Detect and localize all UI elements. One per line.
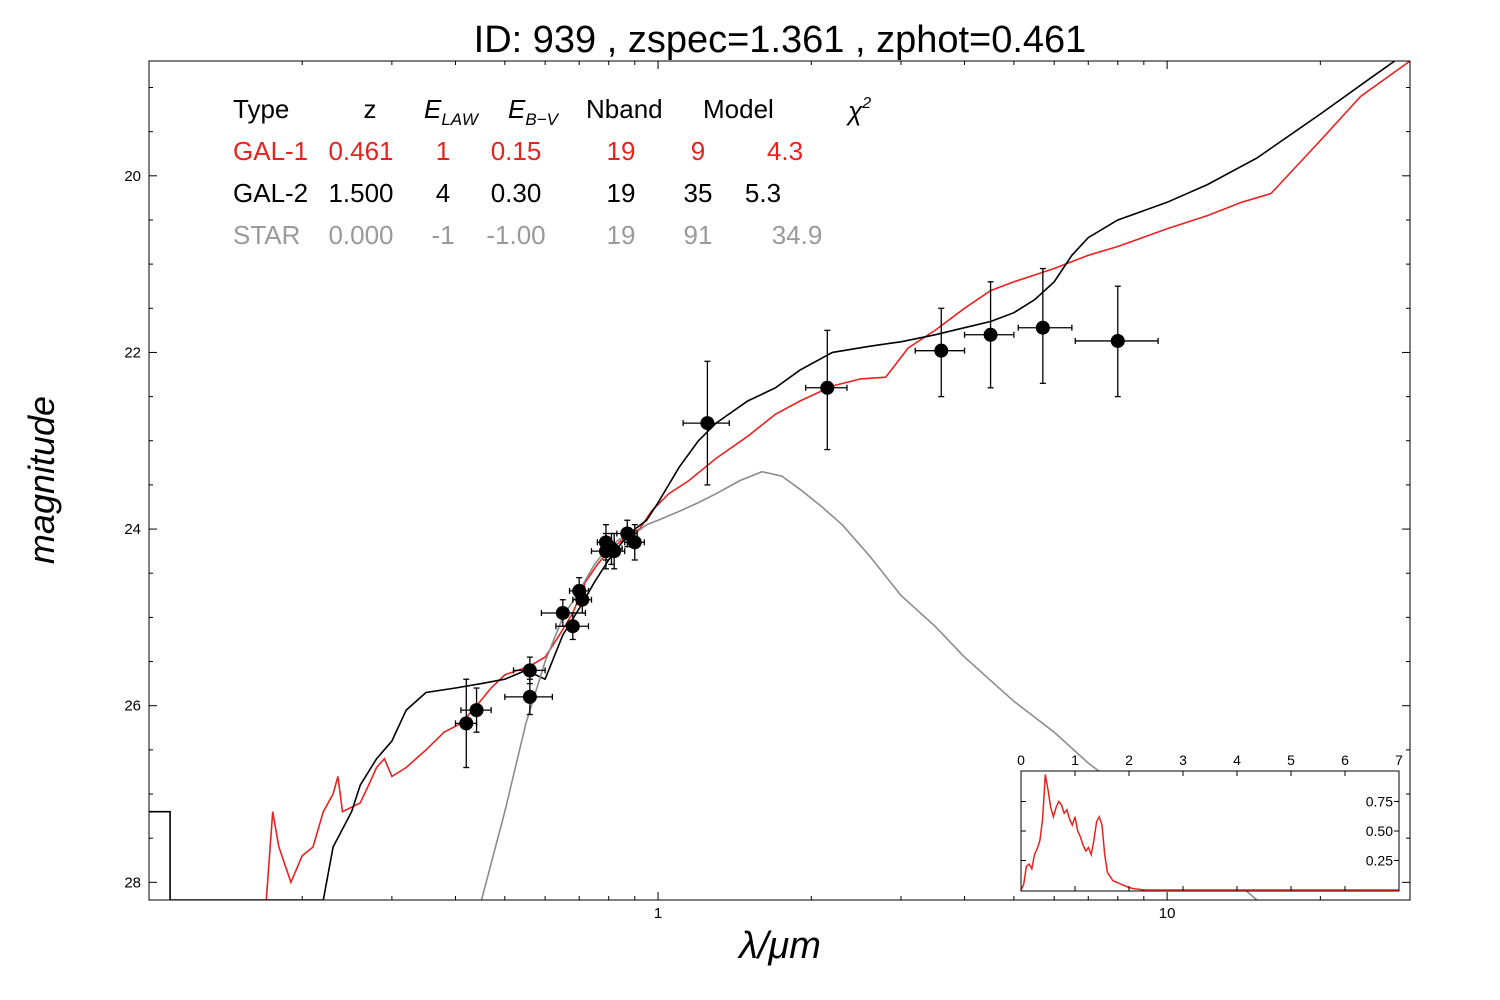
data-marker (522, 689, 537, 704)
table-cell-ebv: 0.15 (491, 136, 542, 166)
data-point (512, 656, 546, 685)
y-tick-label: 26 (124, 698, 141, 715)
y-tick-label: 20 (124, 168, 141, 185)
data-point (454, 678, 478, 769)
data-point (572, 585, 593, 614)
fit-results-table: Type z ELAW EB−V Nband Model χ2 GAL-1 0.4… (233, 94, 871, 250)
table-cell-type: GAL-2 (233, 178, 308, 208)
photometry-points (454, 267, 1159, 769)
table-header-type: Type (233, 94, 289, 124)
table-cell-type: GAL-1 (233, 136, 308, 166)
table-cell-nband: 19 (607, 136, 636, 166)
data-marker (627, 535, 642, 550)
data-marker (934, 343, 949, 358)
plot-frame (148, 60, 1411, 901)
table-row: GAL-1 0.461 1 0.15 19 9 4.3 (233, 136, 803, 166)
table-row: STAR 0.000 -1 -1.00 19 91 34.9 (233, 220, 822, 250)
inset-x-tick-label: 1 (1071, 752, 1079, 768)
star-model-line (480, 470, 1258, 900)
data-marker (1035, 320, 1050, 335)
table-header-nband: Nband (586, 94, 663, 124)
gal1-best-fit-line (265, 61, 1410, 900)
data-point (605, 532, 626, 570)
inset-x-tick-label: 4 (1233, 752, 1241, 768)
table-header-chi2: χ2 (846, 95, 871, 126)
data-marker (555, 605, 570, 620)
table-cell-model: 9 (691, 136, 705, 166)
inset-x-tick-label: 3 (1179, 752, 1187, 768)
inset-y-tick-label: 0.25 (1366, 853, 1393, 869)
table-cell-elaw: 1 (436, 136, 450, 166)
table-cell-z: 0.461 (328, 136, 393, 166)
table-cell-nband: 19 (607, 178, 636, 208)
data-marker (565, 619, 580, 634)
x-axis-ticks: 1 10 (148, 61, 1411, 922)
data-marker (1110, 333, 1125, 348)
table-cell-elaw: 4 (436, 178, 450, 208)
table-cell-z: 1.500 (328, 178, 393, 208)
table-cell-ebv: -1.00 (486, 220, 545, 250)
inset-frame (1020, 770, 1400, 892)
data-point (805, 329, 848, 451)
y-tick-label: 22 (124, 344, 141, 361)
table-header-elaw: ELAW (424, 94, 480, 129)
chart-title: ID: 939 , zspec=1.361 , zphot=0.461 (474, 19, 1087, 61)
data-marker (700, 416, 715, 431)
data-point (624, 524, 646, 561)
table-header-z: z (364, 94, 377, 124)
y-tick-label: 28 (124, 874, 141, 891)
inset-x-tick-label: 0 (1017, 752, 1025, 768)
table-cell-z: 0.000 (328, 220, 393, 250)
data-point (460, 687, 492, 733)
x-tick-label: 10 (1159, 905, 1176, 922)
table-cell-ebv: 0.30 (491, 178, 542, 208)
data-point (963, 281, 1015, 389)
table-cell-type: STAR (233, 220, 300, 250)
gal2-model-line (149, 61, 1396, 900)
model-spectra (149, 61, 1410, 900)
table-cell-nband: 19 (607, 220, 636, 250)
data-point (555, 612, 590, 641)
data-point (1017, 267, 1073, 385)
inset-x-tick-label: 6 (1341, 752, 1349, 768)
table-cell-chi2: 5.3 (745, 178, 781, 208)
data-marker (607, 544, 622, 559)
table-cell-chi2: 34.9 (772, 220, 823, 250)
x-tick-label: 1 (654, 905, 662, 922)
data-marker (469, 703, 484, 718)
data-point (682, 360, 730, 486)
redshift-pdf-inset: 0 1 2 3 4 5 6 7 0.25 0.50 0.75 (1017, 752, 1403, 892)
table-cell-elaw: -1 (431, 220, 454, 250)
data-marker (983, 327, 998, 342)
data-marker (820, 380, 835, 395)
redshift-pdf-line (1021, 774, 1399, 891)
data-point (914, 307, 966, 398)
data-marker (459, 716, 474, 731)
y-tick-label: 24 (124, 521, 141, 538)
data-point (504, 678, 554, 716)
inset-x-tick-label: 2 (1125, 752, 1133, 768)
table-cell-chi2: 4.3 (767, 136, 803, 166)
data-point (540, 599, 587, 627)
table-header-ebv: EB−V (508, 94, 560, 129)
data-marker (522, 663, 537, 678)
inset-y-tick-label: 0.50 (1366, 823, 1393, 839)
inset-x-tick-label: 5 (1287, 752, 1295, 768)
table-cell-model: 35 (684, 178, 713, 208)
table-header-model: Model (703, 94, 774, 124)
x-axis-label: λ/μm (737, 925, 821, 967)
inset-x-tick-label: 7 (1395, 752, 1403, 768)
y-axis-label: magnitude (21, 396, 62, 564)
inset-y-tick-label: 0.75 (1366, 794, 1393, 810)
table-row: GAL-2 1.500 4 0.30 19 35 5.3 (233, 178, 781, 208)
table-cell-model: 91 (684, 220, 713, 250)
data-point (1074, 285, 1159, 398)
data-marker (575, 592, 590, 607)
